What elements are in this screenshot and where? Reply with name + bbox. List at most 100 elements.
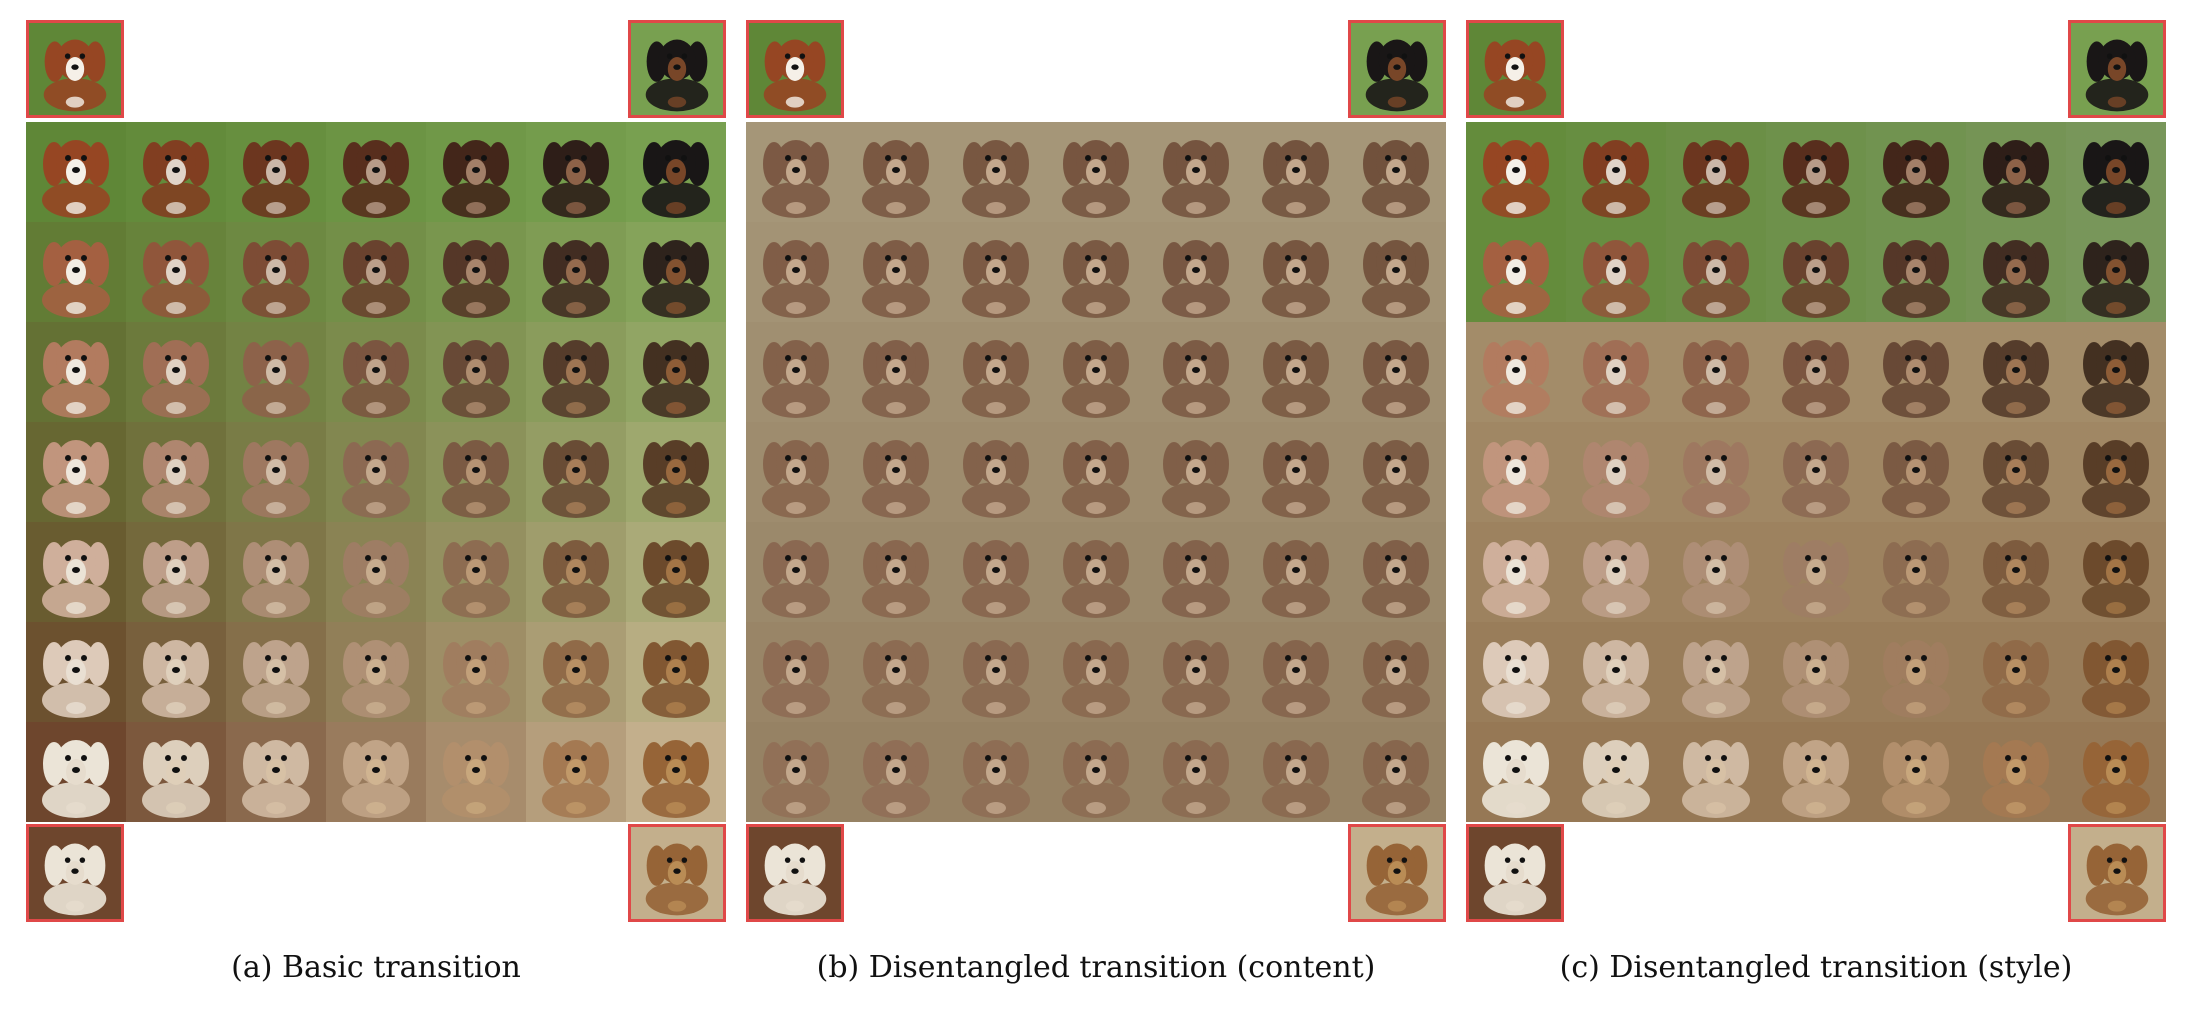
grid-cell	[26, 122, 126, 222]
dog-photo	[1766, 122, 1866, 222]
grid-cell	[1766, 122, 1866, 222]
dog-photo	[2066, 222, 2166, 322]
dog-photo	[326, 122, 426, 222]
grid-cell	[1766, 722, 1866, 822]
dog-photo	[2066, 122, 2166, 222]
dog-photo	[1466, 222, 1566, 322]
dog-photo	[426, 222, 526, 322]
dog-photo	[1246, 522, 1346, 622]
dog-photo	[1666, 522, 1766, 622]
dog-photo	[626, 422, 726, 522]
grid-cell	[326, 722, 426, 822]
grid-cell	[26, 222, 126, 322]
grid-cell	[1246, 622, 1346, 722]
grid-cell	[526, 422, 626, 522]
grid-cell	[1766, 622, 1866, 722]
grid-cell	[126, 622, 226, 722]
dog-photo	[26, 122, 126, 222]
dog-photo	[126, 622, 226, 722]
grid-cell	[426, 722, 526, 822]
dog-photo	[946, 322, 1046, 422]
dog-photo	[746, 122, 846, 222]
grid-cell	[1866, 722, 1966, 822]
grid-cell	[1346, 722, 1446, 822]
grid-cell	[1046, 522, 1146, 622]
dog-photo	[1346, 422, 1446, 522]
dog-photo	[846, 722, 946, 822]
dog-photo	[29, 827, 121, 919]
grid-cell	[526, 322, 626, 422]
dog-photo	[526, 622, 626, 722]
dog-photo	[126, 122, 226, 222]
dog-photo	[526, 422, 626, 522]
dog-photo	[1351, 827, 1443, 919]
grid-cell	[1766, 522, 1866, 622]
grid-cell	[26, 722, 126, 822]
grid-cell	[2066, 722, 2166, 822]
dog-photo	[1566, 422, 1666, 522]
grid-cell	[746, 322, 846, 422]
grid-cell	[1146, 222, 1246, 322]
grid-cell	[1146, 722, 1246, 822]
corner-bottom-right-image	[2068, 824, 2166, 922]
grid-cell	[626, 622, 726, 722]
dog-photo	[846, 222, 946, 322]
grid-cell	[1246, 222, 1346, 322]
grid-cell	[326, 222, 426, 322]
dog-photo	[1146, 622, 1246, 722]
dog-photo	[1666, 122, 1766, 222]
dog-photo	[426, 522, 526, 622]
dog-photo	[626, 122, 726, 222]
grid-cell	[1666, 722, 1766, 822]
dog-photo	[1469, 23, 1561, 115]
dog-photo	[1866, 522, 1966, 622]
dog-photo	[846, 522, 946, 622]
dog-photo	[1346, 122, 1446, 222]
grid-cell	[1346, 122, 1446, 222]
dog-photo	[1766, 322, 1866, 422]
dog-photo	[226, 322, 326, 422]
dog-photo	[1766, 622, 1866, 722]
dog-photo	[946, 622, 1046, 722]
transition-grid	[1466, 122, 2166, 822]
dog-photo	[1346, 522, 1446, 622]
dog-photo	[1146, 222, 1246, 322]
grid-cell	[2066, 522, 2166, 622]
dog-photo	[1966, 222, 2066, 322]
grid-cell	[1966, 722, 2066, 822]
dog-photo	[1346, 322, 1446, 422]
grid-cell	[426, 222, 526, 322]
grid-cell	[1666, 422, 1766, 522]
dog-photo	[2071, 23, 2163, 115]
dog-photo	[1246, 722, 1346, 822]
grid-cell	[846, 322, 946, 422]
grid-cell	[626, 222, 726, 322]
grid-cell	[526, 122, 626, 222]
grid-cell	[746, 422, 846, 522]
dog-photo	[1246, 622, 1346, 722]
caption-b: (b) Disentangled transition (content)	[816, 950, 1376, 985]
grid-cell	[1146, 522, 1246, 622]
dog-photo	[1246, 122, 1346, 222]
grid-cell	[1966, 222, 2066, 322]
dog-photo	[1146, 522, 1246, 622]
dog-photo	[946, 722, 1046, 822]
transition-grid	[26, 122, 726, 822]
grid-cell	[626, 722, 726, 822]
dog-photo	[526, 222, 626, 322]
grid-cell	[946, 622, 1046, 722]
dog-photo	[626, 322, 726, 422]
grid-cell	[746, 622, 846, 722]
grid-cell	[1466, 322, 1566, 422]
corner-bottom-left-image	[1466, 824, 1564, 922]
panel-b	[746, 20, 1446, 922]
grid-cell	[1866, 322, 1966, 422]
grid-cell	[2066, 122, 2166, 222]
dog-photo	[1146, 322, 1246, 422]
dog-photo	[1246, 422, 1346, 522]
grid-cell	[1566, 222, 1666, 322]
grid-cell	[1046, 122, 1146, 222]
dog-photo	[746, 222, 846, 322]
grid-cell	[846, 722, 946, 822]
dog-photo	[1046, 522, 1146, 622]
